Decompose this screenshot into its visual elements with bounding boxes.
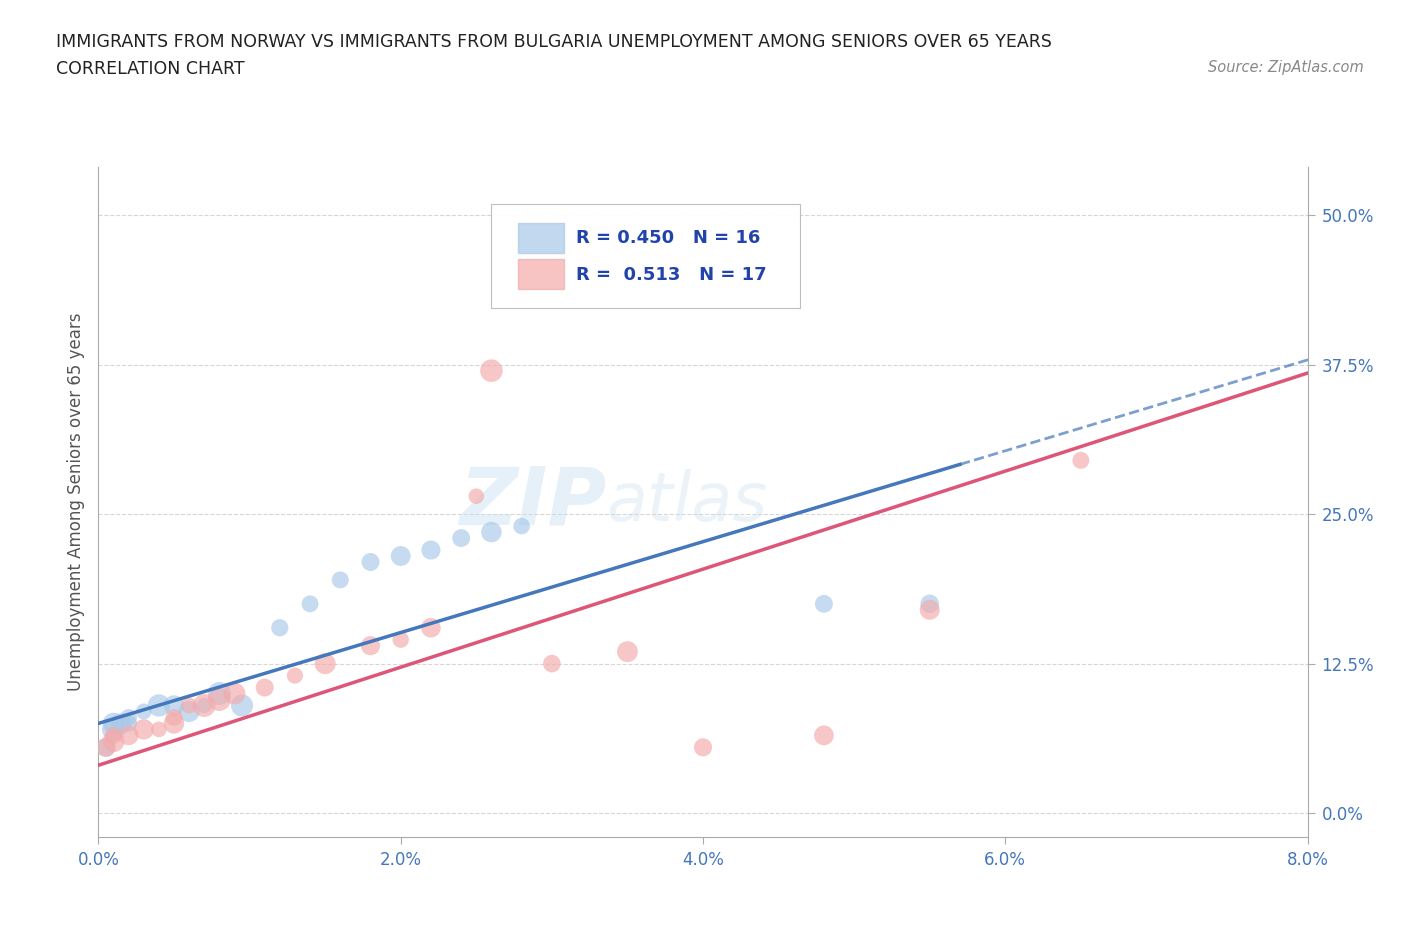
Y-axis label: Unemployment Among Seniors over 65 years: Unemployment Among Seniors over 65 years (66, 313, 84, 691)
Point (193, 698, 215, 713)
Point (103, 728, 125, 743)
Point (163, 716, 186, 731)
Point (163, 710, 186, 724)
Text: ZIP: ZIP (458, 463, 606, 541)
Point (148, 722, 170, 737)
Point (1070, 453, 1092, 468)
FancyBboxPatch shape (492, 205, 800, 308)
Point (465, 489, 488, 504)
Text: R = 0.450   N = 16: R = 0.450 N = 16 (576, 230, 761, 247)
Point (208, 686, 231, 701)
Point (692, 740, 714, 755)
Point (450, 531, 472, 546)
Point (208, 692, 231, 707)
Point (103, 734, 125, 749)
Point (253, 680, 276, 695)
Point (359, 638, 381, 653)
Point (118, 728, 141, 743)
Point (94, 740, 117, 755)
Point (94, 740, 117, 755)
Point (813, 728, 835, 743)
Legend: Immigrants from Norway, Immigrants from Bulgaria: Immigrants from Norway, Immigrants from … (419, 923, 987, 930)
Point (389, 549, 412, 564)
Point (118, 710, 141, 724)
Point (132, 722, 155, 737)
Bar (517, 259, 564, 289)
Text: Source: ZipAtlas.com: Source: ZipAtlas.com (1208, 60, 1364, 75)
Point (148, 698, 170, 713)
Point (110, 716, 132, 731)
Point (389, 632, 412, 647)
Point (132, 704, 155, 719)
Point (918, 596, 941, 611)
Point (299, 596, 322, 611)
Point (359, 554, 381, 569)
Point (329, 573, 352, 588)
Point (813, 596, 835, 611)
Point (103, 716, 125, 731)
Point (284, 668, 307, 683)
Point (179, 698, 201, 713)
Point (419, 620, 441, 635)
Point (616, 644, 638, 659)
Point (479, 525, 503, 539)
Point (269, 620, 291, 635)
Point (918, 603, 941, 618)
Point (118, 716, 141, 731)
Text: atlas: atlas (606, 470, 768, 535)
Point (179, 704, 201, 719)
Text: CORRELATION CHART: CORRELATION CHART (56, 60, 245, 78)
Point (419, 542, 441, 557)
Point (314, 657, 336, 671)
Point (479, 364, 503, 379)
Point (231, 698, 253, 713)
Point (224, 686, 246, 701)
Text: IMMIGRANTS FROM NORWAY VS IMMIGRANTS FROM BULGARIA UNEMPLOYMENT AMONG SENIORS OV: IMMIGRANTS FROM NORWAY VS IMMIGRANTS FRO… (56, 33, 1052, 50)
Point (163, 698, 186, 713)
Bar (517, 223, 564, 253)
Text: R =  0.513   N = 17: R = 0.513 N = 17 (576, 266, 766, 284)
Point (540, 657, 562, 671)
Point (103, 722, 125, 737)
Point (510, 519, 533, 534)
Point (193, 698, 215, 713)
